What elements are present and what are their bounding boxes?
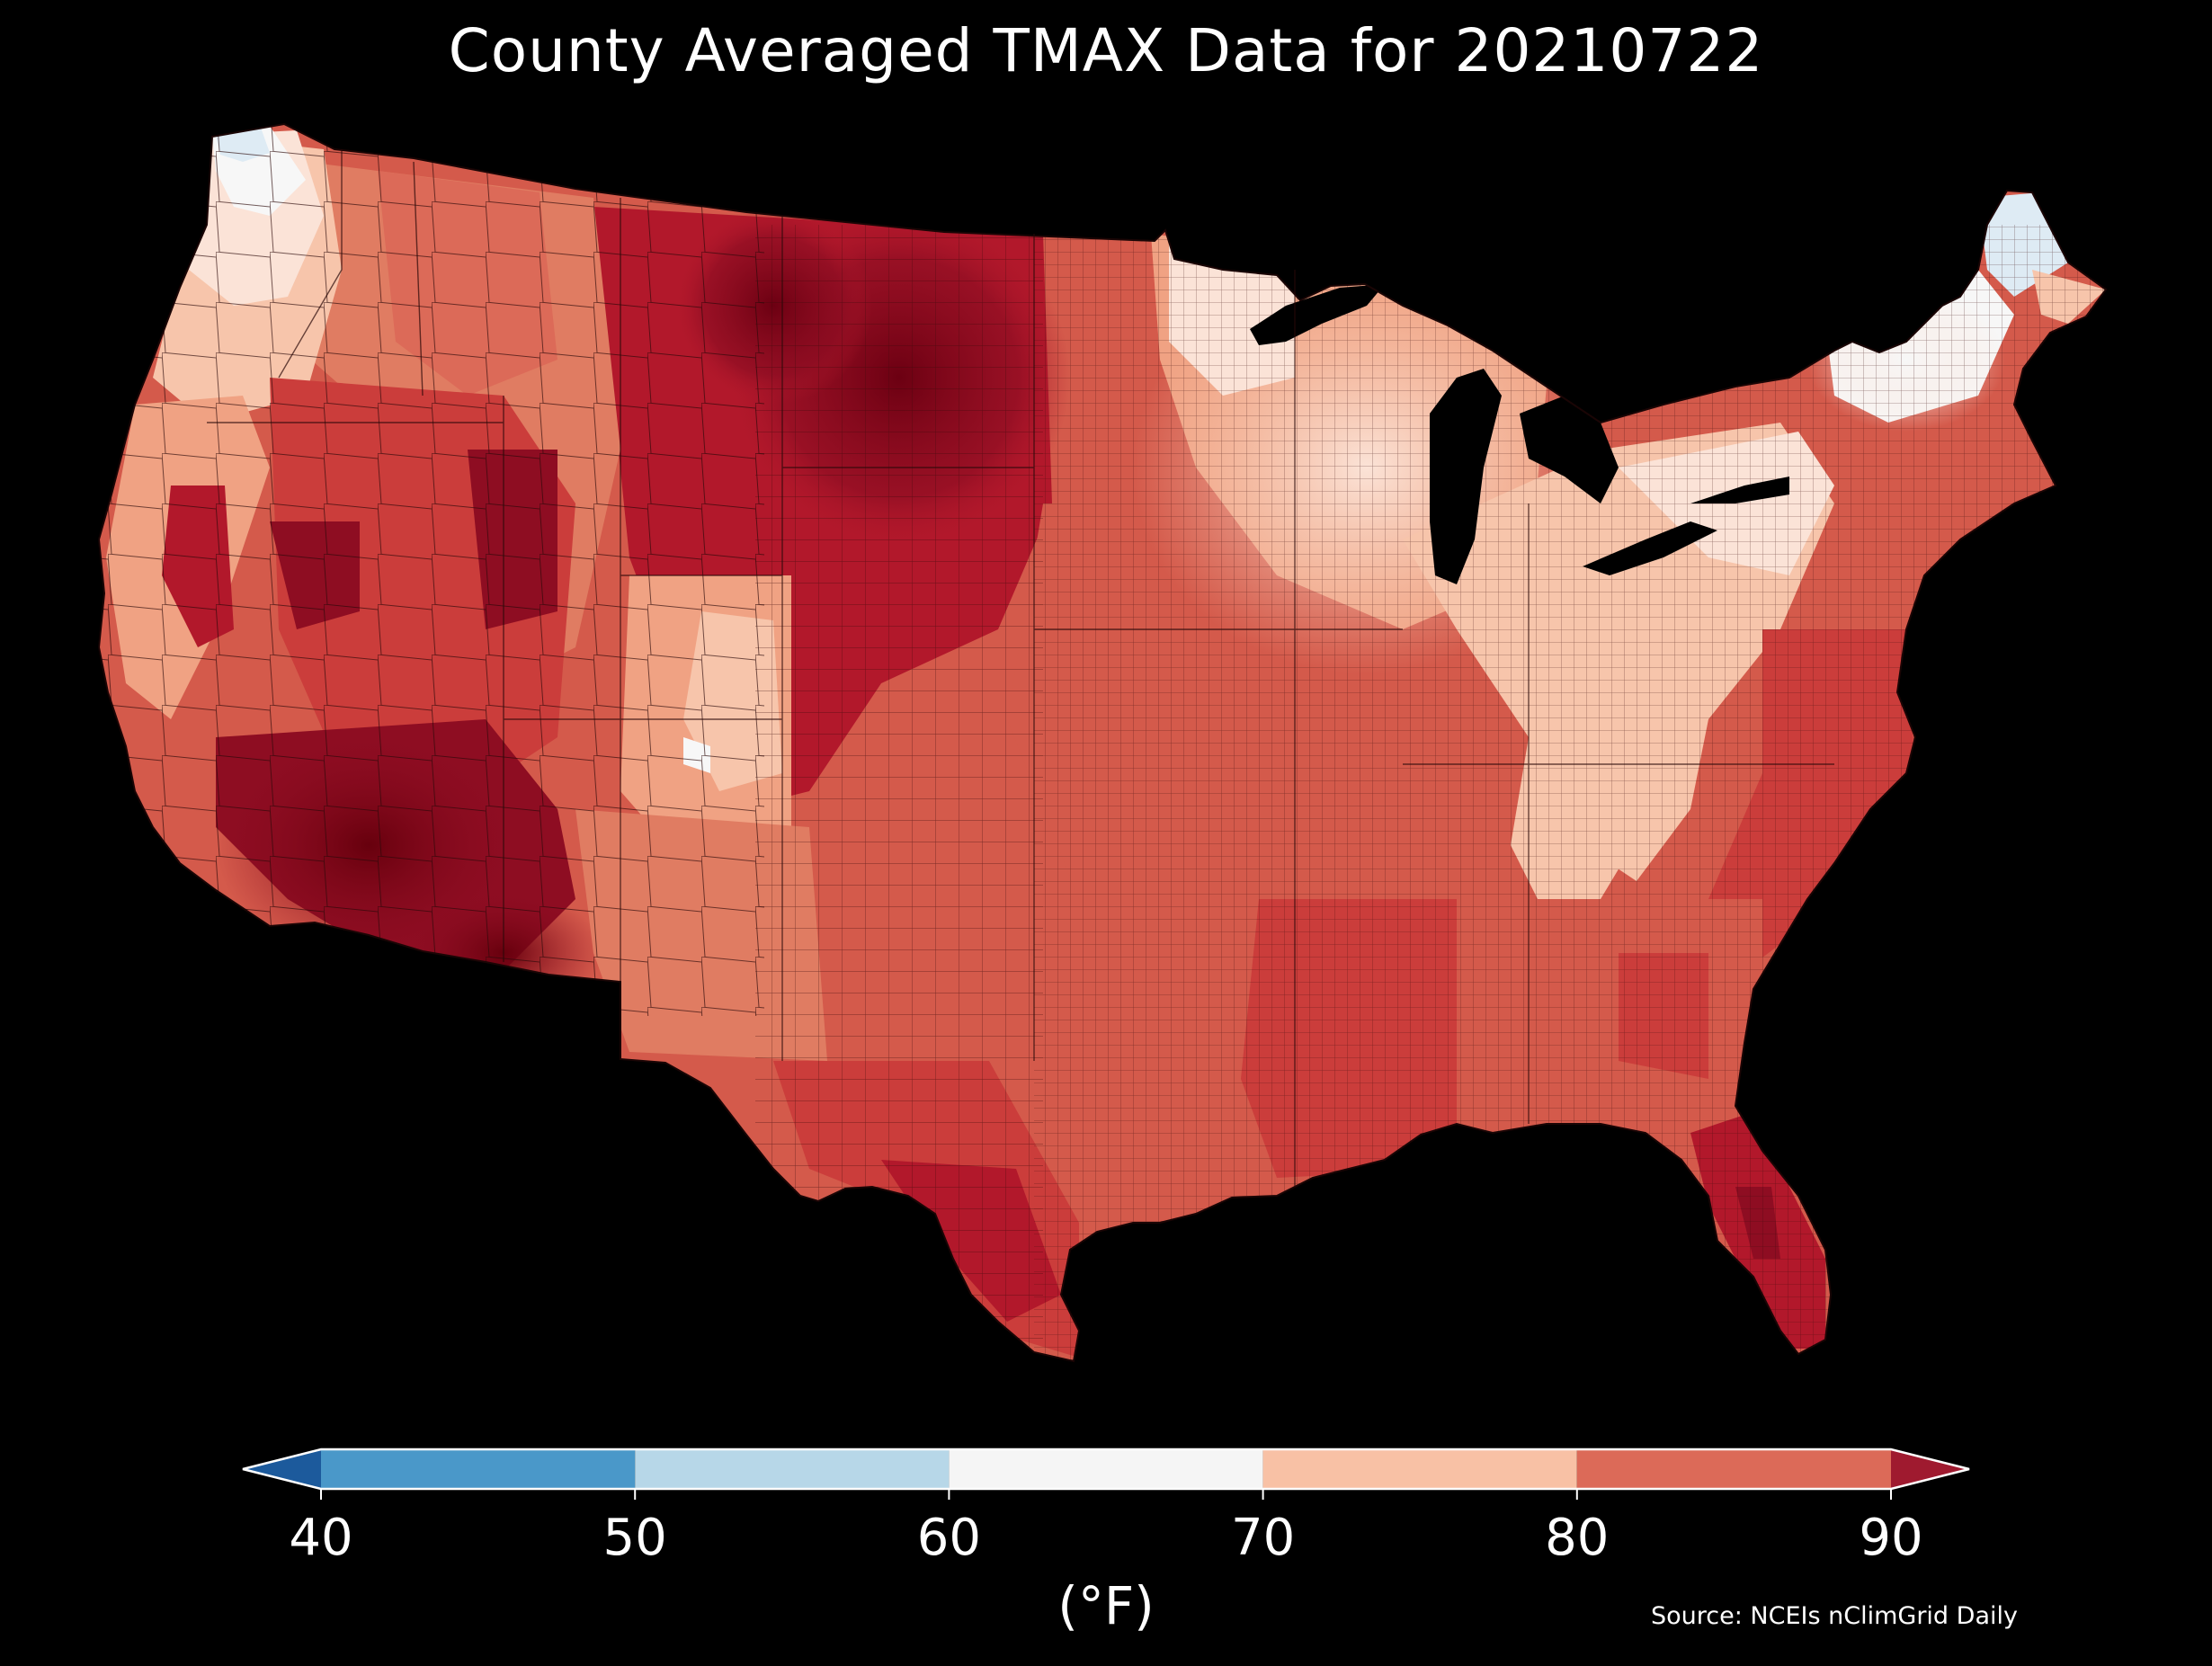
colorbar-bin (949, 1449, 1263, 1489)
colorbar-bin (1891, 1449, 1969, 1489)
colorbar-bin (321, 1449, 636, 1489)
colorbar-tick-label: 70 (1230, 1509, 1296, 1567)
colorbar-bin (635, 1449, 950, 1489)
colorbar-tick-label: 60 (916, 1509, 982, 1567)
colorbar-tick-label: 80 (1545, 1509, 1610, 1567)
colorbar-tick-label: 50 (602, 1509, 667, 1567)
source-credit: Source: NCEIs nClimGrid Daily (1651, 1602, 2018, 1630)
great-lakes (1250, 284, 1789, 584)
state-lines (207, 149, 1834, 1187)
conus-border (97, 122, 2108, 1363)
page-title: County Averaged TMAX Data for 20210722 (448, 16, 1764, 85)
colorbar-unit-label: (°F) (1057, 1575, 1155, 1636)
colorbar-bin (243, 1449, 321, 1489)
colorbar-tick-label: 40 (289, 1509, 353, 1567)
colorbar-bin (1262, 1449, 1577, 1489)
colorbar-tick-label: 90 (1859, 1509, 1923, 1567)
colorbar-bin (1576, 1449, 1891, 1489)
